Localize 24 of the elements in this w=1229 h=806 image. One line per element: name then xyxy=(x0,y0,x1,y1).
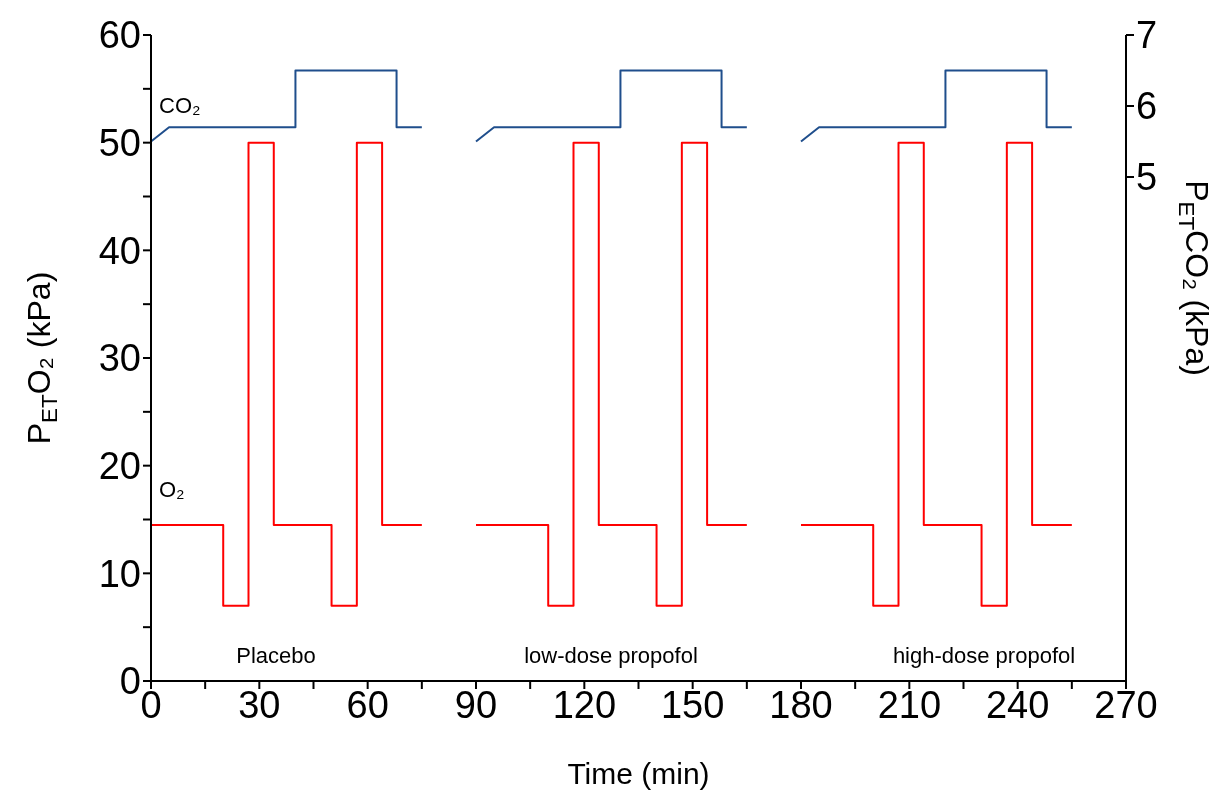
x-tick-label: 270 xyxy=(1094,683,1158,726)
series-label: CO₂ xyxy=(159,93,201,119)
y-tick-label: 30 xyxy=(98,337,141,380)
x-tick-label: 30 xyxy=(238,683,281,726)
y2-tick-label: 7 xyxy=(1136,14,1158,57)
x-tick-label: 90 xyxy=(454,683,498,726)
x-tick-label: 210 xyxy=(877,683,942,726)
x-tick-label: 180 xyxy=(769,683,833,726)
y2-tick-label: 6 xyxy=(1136,85,1158,128)
y-tick-label: 10 xyxy=(98,552,141,595)
y-tick-label: 40 xyxy=(98,229,141,272)
x-axis-title: Time (min) xyxy=(567,757,710,790)
x-tick-label: 120 xyxy=(552,683,617,726)
series-label: O₂ xyxy=(159,476,185,502)
annotation: low-dose propofol xyxy=(523,643,699,669)
y-tick-label: 50 xyxy=(98,122,141,165)
x-tick-label: 240 xyxy=(985,683,1050,726)
x-tick-label: 60 xyxy=(346,683,389,726)
y-tick-label: 60 xyxy=(98,14,141,57)
annotation: Placebo xyxy=(235,643,317,669)
y2-tick-label: 5 xyxy=(1136,156,1158,199)
y-tick-label: 20 xyxy=(98,445,141,488)
x-tick-label: 150 xyxy=(660,683,725,726)
annotation: high-dose propofol xyxy=(891,643,1077,669)
